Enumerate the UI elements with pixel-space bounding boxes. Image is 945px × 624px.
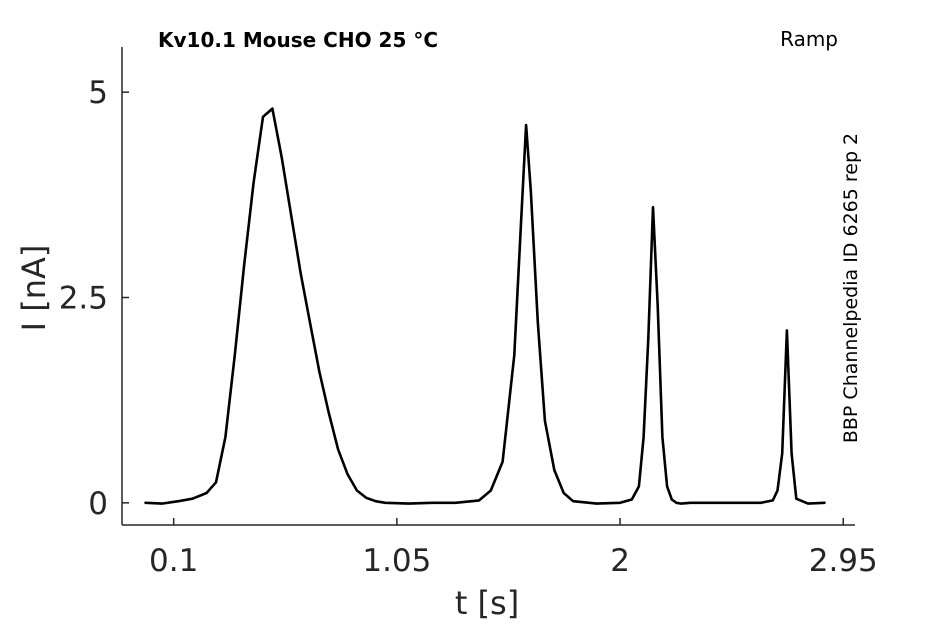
source-side-label: BBP Channelpedia ID 6265 rep 2	[840, 133, 862, 443]
y-tick-label: 0	[88, 486, 108, 522]
axes	[121, 47, 855, 526]
current-trace-line	[144, 107, 826, 505]
x-tick-label: 2.95	[809, 543, 878, 579]
x-tick-label: 2	[610, 543, 630, 579]
y-ticks: 02.55	[59, 75, 129, 522]
y-tick-label: 2.5	[59, 280, 108, 316]
chart-title: Kv10.1 Mouse CHO 25 °C	[158, 28, 438, 52]
protocol-label: Ramp	[780, 27, 838, 51]
x-ticks: 0.1 1.05 2 2.95	[149, 518, 878, 579]
x-tick-label: 1.05	[362, 543, 431, 579]
y-tick-label: 5	[88, 75, 108, 111]
x-tick-label: 0.1	[149, 543, 198, 579]
x-axis-label: t [s]	[455, 584, 519, 622]
y-axis-label: I [nA]	[15, 245, 53, 332]
